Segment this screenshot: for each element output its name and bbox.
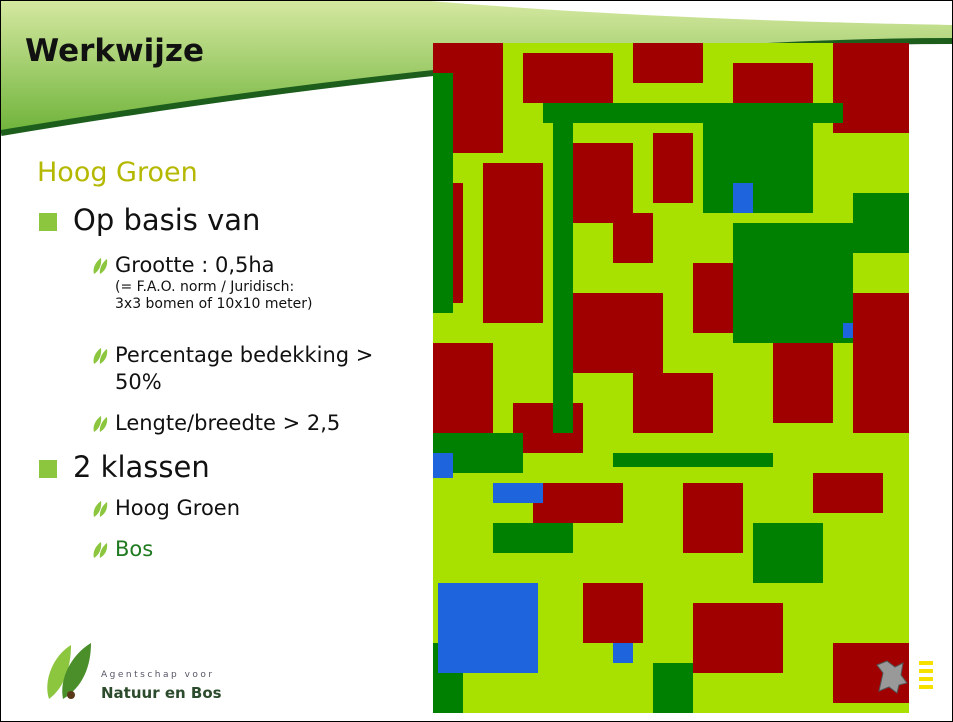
logo-text: Natuur en Bos	[101, 684, 222, 702]
sub-bullet: Percentage bedekking > 50%	[115, 342, 415, 396]
subtitle: Hoog Groen	[37, 157, 198, 188]
note: (= F.A.O. norm / Juridisch:	[115, 279, 312, 296]
sub-bullet-text: Bos	[115, 537, 153, 561]
sub-bullet-text: Grootte : 0,5ha	[115, 253, 275, 277]
sub-bullet: Bos	[115, 536, 153, 563]
sub-bullet: Hoog Groen	[115, 495, 240, 522]
sub-bullet: Lengte/breedte > 2,5	[115, 410, 340, 437]
sub-bullet-text: Hoog Groen	[115, 496, 240, 520]
sub-bullet-text: Lengte/breedte > 2,5	[115, 411, 340, 435]
land-cover-map	[433, 43, 909, 713]
bullet-text: Op basis van	[73, 203, 260, 237]
bullet-text: 2 klassen	[73, 450, 210, 484]
logo-icon	[41, 641, 97, 703]
logo-text: Agentschap voor	[101, 670, 215, 680]
note: 3x3 bomen of 10x10 meter)	[115, 296, 312, 313]
bullet: Op basis van	[73, 203, 260, 237]
bullet: 2 klassen	[73, 450, 210, 484]
flemish-lion-icon	[873, 657, 937, 697]
sub-bullet-text: Percentage bedekking > 50%	[115, 342, 385, 396]
slide-title: Werkwijze	[25, 33, 204, 69]
slide: Werkwijze Hoog Groen Op basis van Groott…	[0, 0, 953, 722]
sub-bullet: Grootte : 0,5ha (= F.A.O. norm / Juridis…	[115, 252, 312, 313]
